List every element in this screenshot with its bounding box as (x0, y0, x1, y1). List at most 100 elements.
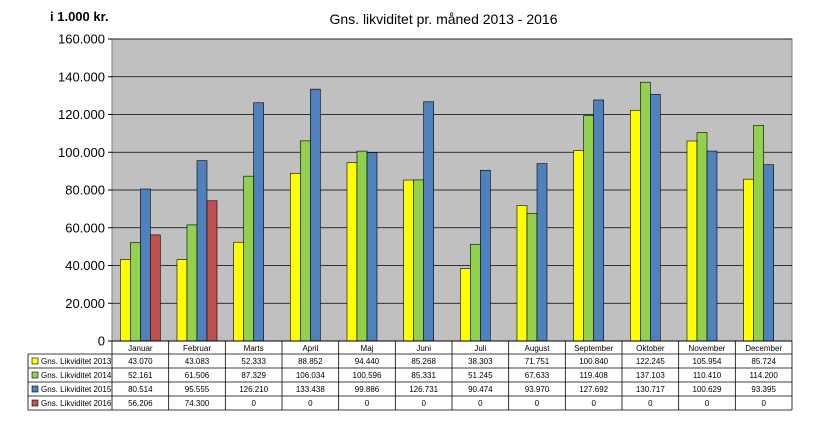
table-cell-value: 105.954 (693, 357, 722, 366)
y-tick-label: 100.000 (58, 145, 105, 160)
table-cell-value: 52.333 (241, 357, 266, 366)
category-label: September (574, 344, 613, 353)
category-label: Juni (416, 344, 431, 353)
table-cell-value: 0 (535, 399, 540, 408)
y-tick-label: 0 (98, 334, 105, 349)
table-cell-value: 0 (705, 399, 710, 408)
category-label: December (745, 344, 782, 353)
bar (140, 188, 151, 342)
category-label: November (689, 344, 726, 353)
table-cell-value: 0 (761, 399, 766, 408)
table-cell-value: 85.268 (411, 357, 436, 366)
table-cell-value: 110.410 (693, 371, 722, 380)
table-cell-value: 61.506 (185, 371, 210, 380)
table-cell-value: 88.852 (298, 357, 323, 366)
bar (706, 150, 718, 342)
table-cell-value: 90.474 (468, 385, 493, 394)
table-cell-value: 133.438 (296, 385, 325, 394)
table-cell-value: 99.886 (355, 385, 380, 394)
table-cell-value: 85.724 (751, 357, 776, 366)
bar (310, 88, 321, 342)
series-name-label: Gns. Likviditet 2014 (41, 371, 112, 380)
table-cell-value: 0 (648, 399, 653, 408)
table-cell-value: 43.070 (128, 357, 153, 366)
legend-swatch (31, 357, 39, 365)
table-cell-value: 0 (421, 399, 426, 408)
y-tick-label: 60.000 (65, 220, 105, 235)
bar (120, 259, 131, 342)
legend-swatch (31, 385, 39, 393)
table-cell-value: 130.717 (636, 385, 665, 394)
y-tick-label: 80.000 (65, 183, 105, 198)
table-cell-value: 100.629 (693, 385, 722, 394)
table-cell-value: 0 (308, 399, 313, 408)
table-cell-value: 122.245 (636, 357, 665, 366)
table-cell-value: 51.245 (468, 371, 493, 380)
bar (366, 152, 378, 342)
bar (593, 99, 604, 342)
category-label: April (302, 344, 318, 353)
bar (743, 178, 754, 342)
table-cell-value: 100.596 (353, 371, 382, 380)
table-cell-value: 119.408 (580, 371, 609, 380)
table-cell-value: 114.200 (750, 371, 779, 380)
table-cell-value: 126.210 (239, 385, 268, 394)
bar (526, 213, 538, 342)
table-cell-value: 87.329 (241, 371, 266, 380)
bar (176, 259, 188, 342)
bar (763, 164, 774, 342)
bar (460, 268, 471, 342)
table-cell-value: 137.103 (636, 371, 665, 380)
bar (423, 101, 434, 342)
series-name-label: Gns. Likviditet 2016 (41, 399, 112, 408)
bar (206, 200, 218, 342)
category-label: Juli (474, 344, 486, 353)
bar (650, 93, 661, 342)
bar (290, 172, 301, 342)
bar (696, 132, 708, 342)
bar (536, 163, 548, 342)
category-label: Januar (128, 344, 153, 353)
category-label: Februar (183, 344, 211, 353)
category-label: August (525, 344, 551, 353)
bar (516, 205, 528, 342)
table-cell-value: 74.300 (185, 399, 210, 408)
table-cell-value: 0 (251, 399, 256, 408)
table-cell-value: 38.303 (468, 357, 493, 366)
bar (583, 115, 594, 342)
table-cell-value: 95.555 (185, 385, 210, 394)
bar (686, 140, 698, 342)
table-cell-value: 0 (591, 399, 596, 408)
table-cell-value: 94.440 (355, 357, 380, 366)
bar (573, 150, 584, 342)
bar (470, 243, 481, 342)
bar (253, 102, 264, 342)
table-cell-value: 93.395 (751, 385, 776, 394)
bar (130, 242, 141, 342)
y-axis-unit-label: i 1.000 kr. (50, 9, 109, 24)
table-cell-value: 126.731 (409, 385, 438, 394)
table-cell-value: 71.751 (525, 357, 550, 366)
bar (413, 179, 424, 342)
legend-swatch (31, 399, 39, 407)
table-cell-value: 100.840 (579, 357, 608, 366)
bar (233, 241, 244, 342)
series-name-label: Gns. Likviditet 2015 (41, 385, 112, 394)
bar (196, 160, 208, 342)
bar (640, 81, 651, 342)
bar (403, 179, 414, 342)
bar (150, 234, 161, 342)
bar (753, 125, 764, 342)
category-label: Marts (244, 344, 264, 353)
y-tick-label: 140.000 (58, 69, 105, 84)
bar (243, 175, 254, 342)
bar (300, 140, 311, 342)
table-cell-value: 43.083 (185, 357, 210, 366)
table-cell-value: 106.034 (296, 371, 325, 380)
y-tick-label: 20.000 (65, 296, 105, 311)
bar (480, 169, 491, 342)
chart-title: Gns. likviditet pr. måned 2013 - 2016 (329, 11, 558, 27)
table-cell-value: 93.970 (525, 385, 550, 394)
y-tick-label: 40.000 (65, 258, 105, 273)
y-tick-label: 160.000 (58, 32, 105, 47)
